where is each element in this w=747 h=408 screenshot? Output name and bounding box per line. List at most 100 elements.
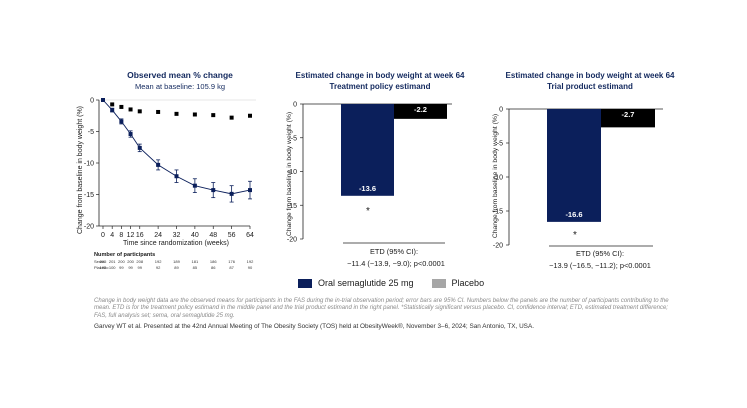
- participant-count-sema: 189: [173, 259, 180, 264]
- panel2-etd-label: ETD (95% CI):: [370, 247, 418, 256]
- panel1-xlabel: Time since randomization (weeks): [123, 240, 229, 247]
- sema-data-point: [119, 119, 124, 124]
- panel3-ylabel: Change from baseline in body weight (%): [492, 114, 499, 238]
- participant-count-sema: 192: [155, 259, 162, 264]
- panel1-x-tick-label: 64: [246, 232, 254, 239]
- participant-count-placebo: 85: [193, 265, 198, 270]
- panel2-ylabel: Change from baseline in body weight (%): [286, 112, 293, 236]
- panel1-y-tick-label: -15: [84, 192, 94, 199]
- participant-count-sema: 192: [247, 259, 254, 264]
- participant-count-placebo: 92: [156, 265, 161, 270]
- legend-item-sema: Oral semaglutide 25 mg: [298, 278, 414, 288]
- sema-data-point: [211, 188, 216, 193]
- participant-count-sema: 176: [228, 259, 235, 264]
- legend-item-placebo: Placebo: [431, 278, 484, 288]
- panel2-subtitle: Treatment policy estimand: [330, 82, 431, 91]
- participant-count-sema: 181: [192, 259, 199, 264]
- legend: Oral semaglutide 25 mg Placebo: [298, 278, 502, 288]
- panel2-title: Estimated change in body weight at week …: [296, 71, 465, 80]
- panel2-significance-star: *: [366, 206, 370, 217]
- panel2-bar-label-placebo: -2.2: [414, 105, 427, 114]
- participant-count-sema: 208: [136, 259, 143, 264]
- participant-count-sema: 200: [118, 259, 125, 264]
- citation: Garvey WT et al. Presented at the 42nd A…: [94, 323, 534, 330]
- participant-count-placebo: 87: [229, 265, 234, 270]
- sema-data-point: [110, 108, 115, 113]
- panel1-x-tick-label: 4: [110, 232, 114, 239]
- placebo-data-point: [110, 102, 115, 107]
- participant-count-placebo: 99: [119, 265, 124, 270]
- panel2-etd-value: −11.4 (−13.9, −9.0); p<0.0001: [347, 259, 445, 268]
- participants-row-label-sema: Sema: [94, 259, 105, 264]
- participant-count-placebo: 86: [211, 265, 216, 270]
- panel3-y-tick-label: -10: [493, 175, 503, 182]
- panel2-y-tick-label: -10: [287, 169, 297, 176]
- sema-data-point: [192, 183, 197, 188]
- placebo-data-point: [174, 111, 179, 116]
- sema-data-point: [248, 188, 252, 193]
- participant-counts-sema: 205 201 200 200 208 192 189 181 186 176 192: [100, 259, 254, 264]
- panel2-y-tick-label: -15: [287, 203, 297, 210]
- panel3-etd-value: −13.9 (−16.5, −11.2); p<0.0001: [549, 261, 651, 270]
- panel2-bar-sema: [341, 104, 394, 196]
- panel1-ylabel: Change from baseline in body weight (%): [77, 106, 84, 234]
- sema-data-point: [128, 132, 133, 137]
- panel1-y-tick-label: -10: [84, 161, 94, 168]
- placebo-data-point: [229, 115, 234, 120]
- panel3-y-tick-label: -15: [493, 209, 503, 216]
- panel1-x-tick-label: 24: [154, 232, 162, 239]
- panel1-x-tick-label: 56: [228, 232, 236, 239]
- panel1-x-tick-label: 48: [209, 232, 217, 239]
- panel3-etd-label: ETD (95% CI):: [576, 249, 624, 258]
- placebo-data-point: [137, 109, 142, 114]
- placebo-data-point: [248, 113, 252, 118]
- panel3-title: Estimated change in body weight at week …: [506, 71, 675, 80]
- placebo-data-point: [119, 104, 124, 109]
- placebo-data-point: [192, 112, 197, 117]
- panel3-significance-star: *: [573, 230, 577, 241]
- panel2-bar-placebo: [394, 104, 447, 119]
- placebo-data-point: [156, 109, 161, 114]
- panel3-bar-sema: [547, 109, 601, 222]
- participant-count-sema: 205: [100, 259, 107, 264]
- panel3-y-tick-label: -20: [493, 243, 503, 250]
- panel2-y-tick-label: 0: [293, 102, 297, 109]
- panel1-y-tick-label: -5: [88, 129, 94, 136]
- footnote: Change in body weight data are the obser…: [94, 298, 669, 319]
- legend-label-sema: Oral semaglutide 25 mg: [318, 278, 414, 288]
- panel2-bar-label-sema: -13.6: [359, 184, 376, 193]
- panel2-bar-chart: 0 -5 -10 -15 -20 -13.6 -2.2: [287, 102, 452, 244]
- participant-count-placebo: 99: [138, 265, 143, 270]
- panel3-bar-label-sema: -16.6: [565, 210, 582, 219]
- sema-data-point: [101, 98, 105, 102]
- legend-swatch-placebo: [431, 278, 446, 288]
- panel1-x-tick-label: 32: [173, 232, 181, 239]
- sema-data-point: [156, 162, 161, 167]
- sema-data-point: [174, 174, 179, 179]
- participant-count-placebo: 102: [100, 265, 107, 270]
- participants-heading: Number of participants: [94, 252, 155, 258]
- participant-count-placebo: 90: [248, 265, 253, 270]
- panel2-y-tick-label: -5: [291, 135, 297, 142]
- panel1-x-tick-label: 12: [127, 232, 135, 239]
- panel3-bar-label-placebo: -2.7: [622, 110, 635, 119]
- participant-count-placebo: 100: [109, 265, 116, 270]
- panel3-bar-placebo: [601, 109, 655, 128]
- panel1-subtitle: Mean at baseline: 105.9 kg: [135, 82, 225, 91]
- panel1-x-tick-label: 16: [136, 232, 144, 239]
- panel3-bar-chart: 0 -5 -10 -15 -20 -16.6 -2.7: [493, 107, 663, 250]
- panel1-x-tick-label: 8: [119, 232, 123, 239]
- placebo-data-point: [211, 113, 216, 118]
- sema-data-point: [137, 145, 142, 150]
- participant-count-sema: 201: [109, 259, 116, 264]
- participant-count-placebo: 89: [174, 265, 179, 270]
- panel3-subtitle: Trial product estimand: [547, 82, 633, 91]
- placebo-data-point: [128, 107, 133, 112]
- panel1-title: Observed mean % change: [127, 70, 233, 80]
- legend-swatch-sema: [298, 278, 312, 288]
- panel1-y-tick-label: 0: [90, 98, 94, 105]
- participants-row-label-placebo: Placebo: [94, 265, 109, 270]
- panel2-y-tick-label: -20: [287, 237, 297, 244]
- participant-count-sema: 200: [127, 259, 134, 264]
